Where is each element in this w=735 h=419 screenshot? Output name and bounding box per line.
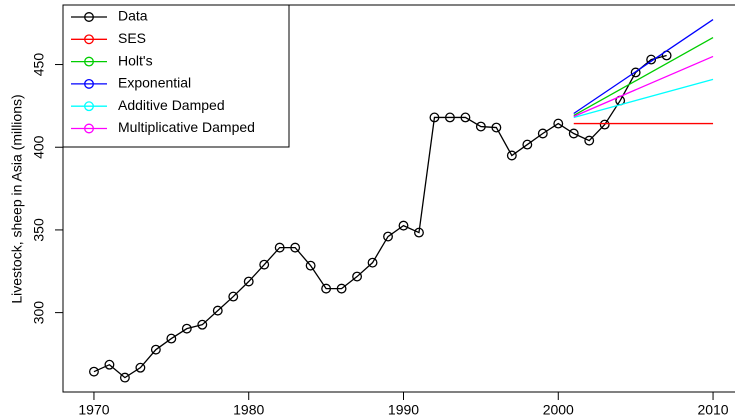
data-point	[197, 319, 208, 330]
x-tick-label: 1990	[388, 402, 419, 418]
data-point	[491, 122, 502, 133]
data-point	[166, 333, 177, 344]
data-point	[290, 242, 301, 253]
legend-marker	[84, 101, 94, 112]
legend-label: Exponential	[118, 75, 191, 91]
x-tick-label: 1980	[233, 402, 264, 418]
legend-marker	[84, 12, 94, 22]
series-line	[93, 54, 667, 379]
data-point	[243, 276, 254, 287]
data-point	[321, 283, 332, 294]
data-point	[646, 54, 657, 65]
data-point	[274, 242, 285, 253]
x-tick-label: 2000	[543, 402, 574, 418]
data-point	[429, 112, 440, 123]
data-point	[135, 362, 146, 373]
plot-box	[62, 4, 735, 393]
data-point	[553, 118, 564, 129]
legend-label: Data	[118, 8, 148, 24]
series-line	[573, 78, 714, 119]
y-axis-label: Livestock, sheep in Asia (millions)	[9, 94, 25, 303]
data-point	[568, 128, 579, 139]
data-point	[537, 128, 548, 139]
legend-box	[62, 4, 290, 148]
data-point	[259, 259, 270, 270]
data-point	[475, 121, 486, 132]
series-line	[573, 19, 714, 115]
data-point	[414, 227, 424, 238]
legend-label: Multiplicative Damped	[118, 119, 255, 135]
y-tick-label: 450	[31, 53, 47, 77]
data-point	[150, 344, 161, 355]
x-tick-label: 2010	[697, 402, 728, 418]
data-point	[336, 283, 347, 294]
data-point	[212, 305, 223, 316]
legend-label: Holt's	[118, 52, 153, 68]
legend-label: SES	[118, 30, 146, 46]
data-point	[444, 112, 455, 123]
legend-marker	[84, 56, 94, 67]
legend-marker	[84, 78, 94, 89]
data-point	[305, 260, 316, 271]
series-line	[573, 55, 714, 118]
data-point	[181, 323, 192, 334]
data-point	[119, 372, 130, 383]
data-point	[104, 359, 115, 370]
y-tick-label: 350	[31, 218, 47, 242]
data-point	[506, 150, 517, 161]
data-point	[460, 112, 471, 123]
y-tick-label: 400	[31, 135, 47, 159]
data-point	[367, 257, 378, 268]
data-point	[630, 67, 641, 78]
data-point	[522, 139, 533, 150]
data-point	[352, 271, 363, 282]
data-point	[398, 220, 409, 231]
data-point	[228, 291, 239, 302]
data-point	[584, 135, 595, 146]
data-point	[599, 119, 610, 130]
series-line	[573, 37, 714, 117]
data-point	[383, 231, 393, 242]
legend-marker	[84, 34, 94, 45]
legend-marker	[84, 123, 94, 134]
y-tick-label: 300	[31, 301, 47, 325]
x-tick-label: 1970	[78, 402, 109, 418]
data-point	[89, 366, 99, 377]
legend-label: Additive Damped	[118, 97, 225, 113]
